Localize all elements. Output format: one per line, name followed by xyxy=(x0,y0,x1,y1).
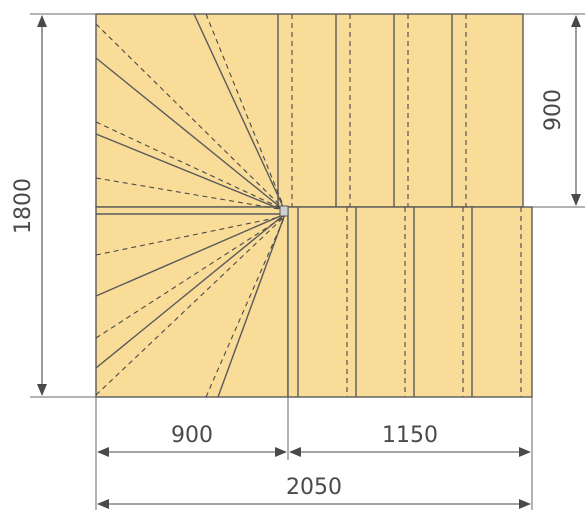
newel-post xyxy=(279,205,289,217)
dimension-labels: 1800 900 900 1150 2050 xyxy=(11,89,566,500)
winder-tread-line xyxy=(217,213,286,398)
lower-flight xyxy=(287,206,533,398)
winder-tread-line xyxy=(193,13,286,212)
winder-nosing-line xyxy=(205,215,286,398)
lower-treads xyxy=(297,207,522,397)
dimension-lines xyxy=(37,14,581,509)
winder-lower-area xyxy=(95,206,289,398)
winder-nosing-line xyxy=(95,215,286,396)
winder-treads xyxy=(95,13,286,398)
winder-nosing-line xyxy=(95,121,286,211)
stair-body xyxy=(95,13,533,398)
winder-tread-line xyxy=(95,57,286,212)
upper-height-label: 900 xyxy=(541,89,566,131)
upper-treads xyxy=(291,14,467,207)
winder-width-label: 900 xyxy=(171,423,213,448)
total-length-label: 2050 xyxy=(286,475,342,500)
total-height-label: 1800 xyxy=(11,178,36,234)
winder-nosing-line xyxy=(95,23,286,211)
winder-tread-line xyxy=(95,213,286,369)
winder-tread-line xyxy=(95,133,286,212)
extension-lines xyxy=(30,13,585,510)
lower-length-label: 1150 xyxy=(382,423,438,448)
winder-nosing-line xyxy=(95,215,286,339)
winder-tread-line xyxy=(95,213,286,297)
winder-nosing-line xyxy=(95,177,286,211)
